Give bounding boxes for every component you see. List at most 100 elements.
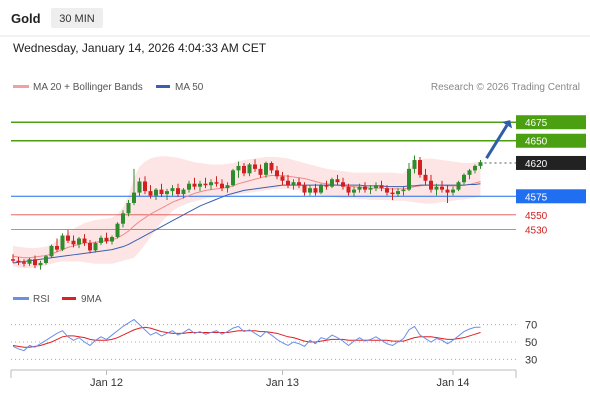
ma50-line bbox=[12, 183, 481, 264]
timeframe-badge[interactable] bbox=[51, 8, 103, 28]
candle-body bbox=[440, 186, 444, 190]
candle-body bbox=[308, 188, 312, 193]
candle-body bbox=[478, 162, 483, 166]
candle-body bbox=[379, 185, 384, 189]
candle-body bbox=[363, 186, 367, 190]
candle-body bbox=[165, 191, 169, 195]
bb-legend-label: MA 20 + Bollinger Bands bbox=[33, 82, 143, 93]
level-label-4650: 4650 bbox=[525, 137, 548, 148]
candles-group bbox=[11, 155, 483, 270]
candle-body bbox=[401, 189, 406, 192]
candle-body bbox=[88, 242, 92, 251]
candle-body bbox=[346, 186, 351, 193]
candle-body bbox=[22, 262, 26, 264]
level-badge-4650 bbox=[516, 133, 586, 148]
candle-body bbox=[324, 185, 329, 187]
ma20-line bbox=[12, 175, 481, 259]
ma50-legend-swatch bbox=[156, 85, 170, 88]
candle-body bbox=[319, 185, 323, 193]
candle-body bbox=[66, 235, 70, 241]
price-panel: 4675 4650 4620 4575 4550 4530 bbox=[11, 115, 586, 270]
x-tick-label-1: Jan 13 bbox=[266, 377, 299, 389]
instrument-title: Gold bbox=[11, 11, 41, 26]
candle-body bbox=[110, 237, 114, 242]
bollinger-band bbox=[13, 156, 481, 269]
rsi-tick-30: 30 bbox=[525, 354, 537, 366]
candle-body bbox=[407, 168, 411, 190]
candle-body bbox=[143, 181, 147, 192]
candle-body bbox=[456, 182, 461, 190]
candle-body bbox=[198, 183, 202, 187]
candle-body bbox=[275, 170, 279, 177]
rsi-line bbox=[12, 318, 481, 352]
candle-body bbox=[115, 223, 120, 238]
candle-body bbox=[374, 185, 378, 189]
candle-body bbox=[181, 189, 186, 195]
candle-body bbox=[132, 192, 136, 203]
candle-body bbox=[357, 186, 362, 190]
candle-body bbox=[396, 191, 400, 195]
candle-body bbox=[385, 188, 389, 193]
candle-body bbox=[170, 188, 175, 192]
level-label-4675: 4675 bbox=[525, 118, 548, 129]
candle-body bbox=[330, 179, 334, 187]
forecast-group bbox=[485, 120, 513, 160]
candle-body bbox=[176, 188, 180, 195]
level-badge-4675 bbox=[516, 115, 586, 130]
candle-body bbox=[148, 191, 153, 196]
candle-body bbox=[33, 259, 37, 266]
timestamp: Wednesday, January 14, 2026 4:04:33 AM C… bbox=[13, 41, 267, 55]
candle-body bbox=[247, 164, 252, 174]
candle-body bbox=[82, 238, 87, 243]
level-badge-4620 bbox=[516, 155, 586, 170]
bb-legend-swatch bbox=[13, 85, 29, 88]
candle-body bbox=[429, 180, 433, 190]
x-tick-label-0: Jan 12 bbox=[90, 377, 123, 389]
candle-body bbox=[159, 189, 164, 195]
candle-body bbox=[11, 259, 15, 261]
level-label-4550: 4550 bbox=[525, 211, 548, 222]
candle-body bbox=[423, 174, 428, 181]
candle-body bbox=[203, 183, 208, 186]
candle-body bbox=[341, 182, 345, 187]
candle-body bbox=[297, 182, 301, 186]
candle-body bbox=[269, 162, 274, 171]
candle-body bbox=[44, 256, 48, 263]
rsi-ma-legend-swatch bbox=[62, 297, 76, 300]
candle-body bbox=[154, 189, 158, 196]
candle-body bbox=[291, 182, 296, 186]
candle-body bbox=[137, 181, 142, 193]
candle-body bbox=[286, 180, 290, 186]
candle-body bbox=[187, 183, 191, 190]
candle-body bbox=[60, 235, 65, 250]
candle-body bbox=[49, 245, 54, 257]
candle-body bbox=[253, 164, 257, 169]
source-credit: Research © 2026 Trading Central bbox=[431, 82, 580, 93]
rsi-panel: 70 50 30 bbox=[11, 318, 537, 366]
candle-body bbox=[214, 182, 219, 184]
candle-body bbox=[38, 262, 43, 266]
candle-body bbox=[258, 168, 263, 175]
candle-body bbox=[390, 192, 395, 195]
timeframe-label: 30 MIN bbox=[59, 13, 95, 25]
candle-body bbox=[352, 189, 356, 193]
candle-body bbox=[445, 189, 450, 193]
candle-body bbox=[335, 179, 340, 183]
rsi-tick-70: 70 bbox=[525, 320, 537, 332]
candle-body bbox=[126, 202, 131, 214]
ma50-legend-label: MA 50 bbox=[175, 82, 204, 93]
candle-body bbox=[280, 176, 285, 181]
rsi-tick-50: 50 bbox=[525, 337, 537, 349]
candle-body bbox=[313, 188, 318, 193]
candle-body bbox=[231, 170, 235, 186]
candle-body bbox=[99, 237, 103, 243]
candle-body bbox=[220, 183, 224, 189]
level-label-4620: 4620 bbox=[525, 159, 548, 170]
level-label-4575: 4575 bbox=[525, 192, 548, 203]
candle-body bbox=[418, 160, 422, 175]
candle-body bbox=[467, 170, 472, 175]
rsi-ma-legend-label: 9MA bbox=[81, 294, 102, 305]
candle-body bbox=[242, 165, 246, 174]
